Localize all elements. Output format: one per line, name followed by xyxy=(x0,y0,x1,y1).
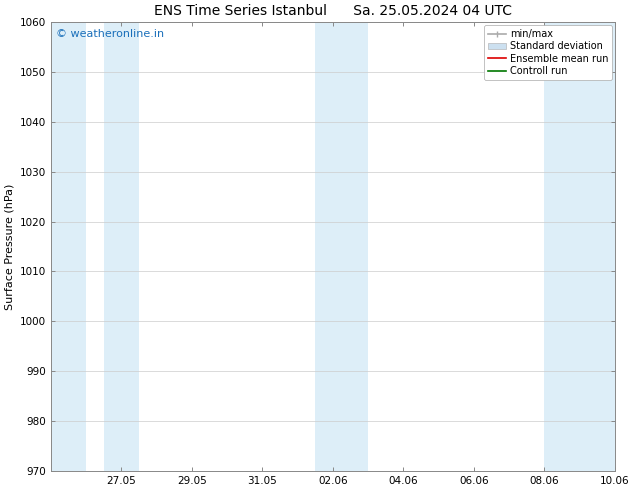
Y-axis label: Surface Pressure (hPa): Surface Pressure (hPa) xyxy=(4,183,14,310)
Legend: min/max, Standard deviation, Ensemble mean run, Controll run: min/max, Standard deviation, Ensemble me… xyxy=(484,25,612,80)
Bar xyxy=(315,22,368,471)
Bar xyxy=(51,22,86,471)
Bar xyxy=(545,22,579,471)
Text: © weatheronline.in: © weatheronline.in xyxy=(56,29,165,39)
Bar xyxy=(579,22,615,471)
Title: ENS Time Series Istanbul      Sa. 25.05.2024 04 UTC: ENS Time Series Istanbul Sa. 25.05.2024 … xyxy=(154,4,512,18)
Bar xyxy=(104,22,139,471)
